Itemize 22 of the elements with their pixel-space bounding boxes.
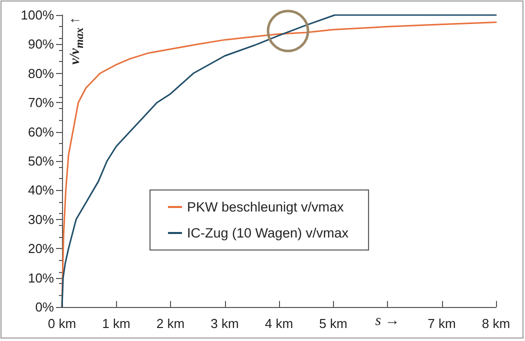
x-tick-label: 1 km xyxy=(102,316,130,331)
y-tick-label: 10% xyxy=(28,270,54,286)
y-tick-label: 80% xyxy=(28,66,54,81)
x-tick-label: 4 km xyxy=(264,316,294,331)
x-tick-label: 3 km xyxy=(210,316,239,331)
x-axis-title: s → xyxy=(375,313,400,329)
y-tick-label: 50% xyxy=(28,154,54,168)
y-tick-label: 70% xyxy=(28,95,54,110)
x-tick-label: 7 km xyxy=(428,316,456,331)
legend-label: IC-Zug (10 Wagen) v/vmax xyxy=(187,226,349,240)
y-tick-label: 100% xyxy=(20,8,54,22)
y-tick-label: 40% xyxy=(28,182,54,198)
x-tick-label: 2 km xyxy=(156,316,185,331)
y-tick-label: 30% xyxy=(28,212,54,227)
y-tick-label: 60% xyxy=(28,124,54,140)
x-tick-label: 8 km xyxy=(482,316,510,331)
y-tick-label: 0% xyxy=(35,300,54,314)
y-tick-label: 90% xyxy=(28,36,54,52)
legend-label: PKW beschleunigt v/vmax xyxy=(187,200,344,214)
x-tick-label: 5 km xyxy=(319,316,348,331)
x-tick-label: 0 km xyxy=(48,316,76,331)
y-tick-label: 20% xyxy=(28,241,54,256)
